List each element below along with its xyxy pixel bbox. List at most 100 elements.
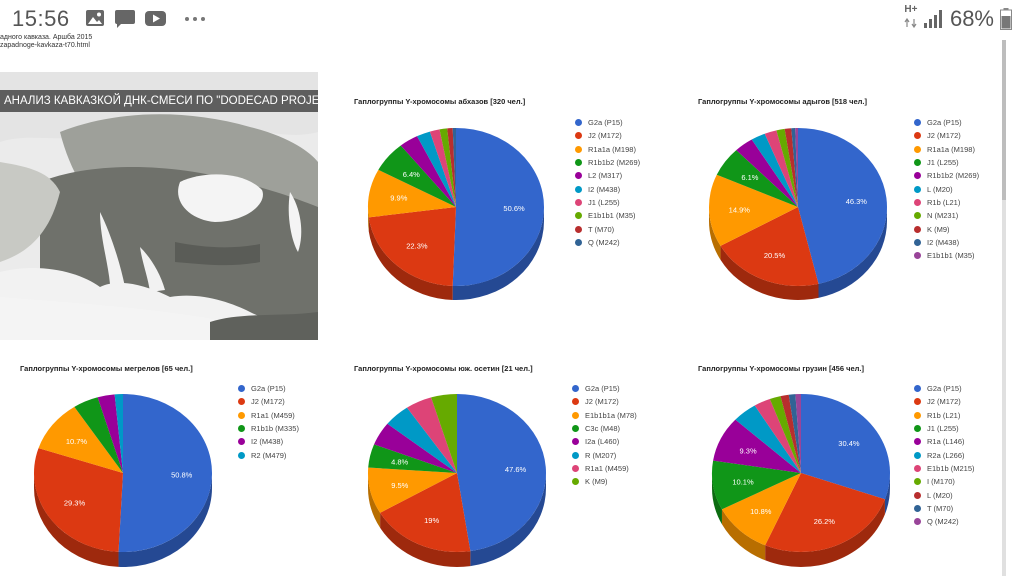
caucasus-map-image: АНАЛИЗ КАВКАЗКОЙ ДНК-СМЕСИ ПО "DODECAD P… (0, 72, 318, 340)
legend-label: I2 (M438) (588, 184, 621, 194)
legend-swatch (575, 145, 582, 153)
signal-strength-icon (923, 10, 942, 28)
page-source-url[interactable]: zapadnoge-kavkaza-t70.html (0, 42, 90, 49)
legend-item: I2 (M438) (575, 182, 640, 195)
legend-swatch (238, 398, 245, 406)
legend-label: R1b (L21) (927, 197, 961, 207)
pie-slice-g2a-p15 (452, 128, 544, 286)
legend-label: J2 (M172) (588, 131, 622, 141)
pie-slice-j2-m172 (380, 473, 471, 552)
pie-slice-side-j2-m172 (34, 473, 119, 567)
data-arrows-icon (904, 17, 917, 29)
legend-item: J1 (L255) (914, 422, 975, 435)
pie-slice-c3c-m48 (368, 444, 457, 473)
legend-swatch (914, 464, 921, 472)
message-icon (115, 10, 135, 28)
chart-title-georgian: Гаплогруппы Y-хромосомы грузин [456 чел.… (698, 364, 864, 373)
legend-swatch (914, 438, 921, 446)
pie-slice-r1a1-m459 (38, 406, 123, 473)
pie-slice-r1a1-m459 (406, 397, 457, 473)
legend-label: R1a1 (M459) (251, 410, 295, 420)
legend-label: R1b (L21) (927, 410, 961, 420)
pie-slice-data-label: 9.5% (391, 481, 408, 490)
legend-swatch (572, 411, 579, 419)
pie-slice-data-label: 6.4% (403, 170, 420, 179)
legend-item: J2 (M172) (238, 395, 299, 408)
legend-item: K (M9) (914, 222, 979, 235)
legend-item: E1b1b (M215) (914, 462, 975, 475)
legend-label: R2 (M479) (251, 450, 287, 460)
pie-slice-q-m242 (795, 394, 801, 473)
pie-slice-side-r1b-l21 (721, 509, 766, 561)
legend-label: R1b1b2 (M269) (927, 171, 980, 181)
legend-label: N (M231) (927, 211, 959, 221)
pie-slice-r1b1b2-m269 (736, 139, 798, 207)
legend-label: K (M9) (927, 224, 950, 234)
legend-item: R1a1a (M198) (914, 143, 979, 156)
pie-slice-side-r1a1a-m198 (368, 207, 369, 232)
legend-label: E1b1b1 (M35) (927, 251, 975, 261)
legend-item: R1a1a (M198) (575, 143, 640, 156)
pie-slice-side-g2a-p15 (452, 207, 544, 301)
legend-label: J1 (L255) (588, 197, 620, 207)
pie-slice-data-label: 29.3% (64, 498, 86, 507)
legend-swatch (575, 185, 582, 193)
youtube-icon (145, 11, 166, 26)
legend-item: G2a (P15) (572, 382, 637, 395)
scrollbar-thumb[interactable] (1002, 40, 1006, 200)
pie-slice-e1b1b1-m35 (795, 128, 798, 207)
legend-swatch (238, 385, 245, 393)
pie-slice-r1b1b-m335 (74, 397, 123, 473)
legend-label: E1b1b1a (M78) (585, 410, 637, 420)
legend-item: L (M20) (914, 182, 979, 195)
legend-adyghe: G2a (P15) J2 (M172) R1a1a (M198) J1 (L255) R… (914, 116, 979, 262)
pie-slice-i2-m438 (417, 131, 456, 207)
legend-swatch (572, 464, 579, 472)
pie-slice-data-label: 20.5% (764, 251, 786, 260)
map-banner-title: АНАЛИЗ КАВКАЗКОЙ ДНК-СМЕСИ ПО "DODECAD P… (0, 90, 318, 112)
legend-swatch (575, 119, 582, 127)
legend-swatch (914, 451, 921, 459)
legend-item: R (M207) (572, 448, 637, 461)
legend-label: K (M9) (585, 477, 608, 487)
pie-slice-j2-m172 (720, 207, 819, 286)
legend-item: J2 (M172) (914, 395, 975, 408)
network-type-indicator: H+ (904, 5, 918, 33)
pie-slice-data-label: 6.1% (741, 173, 758, 182)
legend-label: E1b1b (M215) (927, 463, 975, 473)
pie-slice-l-m20 (751, 133, 798, 207)
pie-slice-r1a1a-m198 (708, 174, 798, 246)
legend-item: R1b (L21) (914, 409, 975, 422)
pie-slice-data-label: 10.7% (66, 437, 88, 446)
pie-slice-r1b-l21 (764, 130, 798, 207)
legend-label: R1a1 (M459) (585, 463, 629, 473)
legend-swatch (914, 132, 921, 140)
pie-slice-side-g2a-p15 (818, 207, 887, 298)
legend-item: R1b1b (M335) (238, 422, 299, 435)
legend-swatch (914, 198, 921, 206)
legend-swatch (572, 385, 579, 393)
pie-slice-data-label: 30.4% (838, 439, 860, 448)
legend-south-ossetian: G2a (P15) J2 (M172) E1b1b1a (M78) C3c (M48)… (572, 382, 637, 488)
legend-item: J2 (M172) (575, 129, 640, 142)
pie-slice-g2a-p15 (798, 128, 887, 284)
pie-slice-l2-m317 (400, 136, 456, 207)
pie-slice-l-m20 (780, 394, 801, 473)
pie-slice-side-j2-m172 (720, 245, 819, 300)
legend-swatch (575, 238, 582, 246)
legend-swatch (914, 185, 921, 193)
pie-slice-k-m9 (431, 394, 457, 473)
legend-item: J1 (L255) (575, 196, 640, 209)
legend-swatch (575, 212, 582, 220)
legend-swatch (914, 238, 921, 246)
legend-item: E1b1b1 (M35) (575, 209, 640, 222)
pie-slice-i-m170 (769, 396, 801, 473)
legend-item: I2a (L460) (572, 435, 637, 448)
pie-slice-data-label: 10.8% (750, 507, 772, 516)
legend-item: E1b1b1a (M78) (572, 409, 637, 422)
scrollbar-track[interactable] (1002, 40, 1006, 576)
legend-swatch (575, 225, 582, 233)
